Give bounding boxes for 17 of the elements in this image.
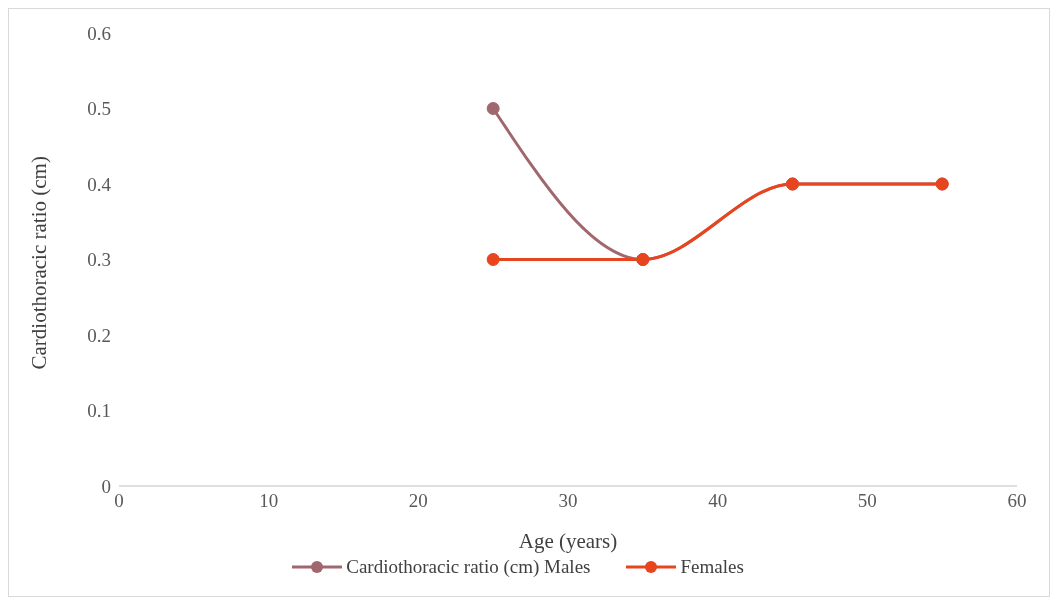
y-tick-label: 0 <box>101 475 111 497</box>
y-axis-title: Cardiothoracic ratio (cm) <box>27 156 52 370</box>
legend-label: Females <box>680 556 744 578</box>
y-tick-label: 0.5 <box>87 98 111 120</box>
y-tick-label: 0.1 <box>87 400 111 422</box>
legend-label: Cardiothoracic ratio (cm) Males <box>346 556 591 578</box>
y-tick-label: 0.3 <box>87 249 111 271</box>
y-tick-label: 0.2 <box>87 324 111 346</box>
x-tick-label: 60 <box>1007 490 1027 512</box>
x-tick-label: 20 <box>408 490 428 512</box>
x-tick-label: 10 <box>259 490 279 512</box>
y-tick-label: 0.6 <box>87 22 111 44</box>
x-axis-title: Age (years) <box>518 529 618 553</box>
x-tick-label: 40 <box>708 490 728 512</box>
y-tick-label: 0.4 <box>87 173 112 195</box>
x-tick-label: 50 <box>857 490 877 512</box>
x-tick-label: 30 <box>558 490 578 512</box>
